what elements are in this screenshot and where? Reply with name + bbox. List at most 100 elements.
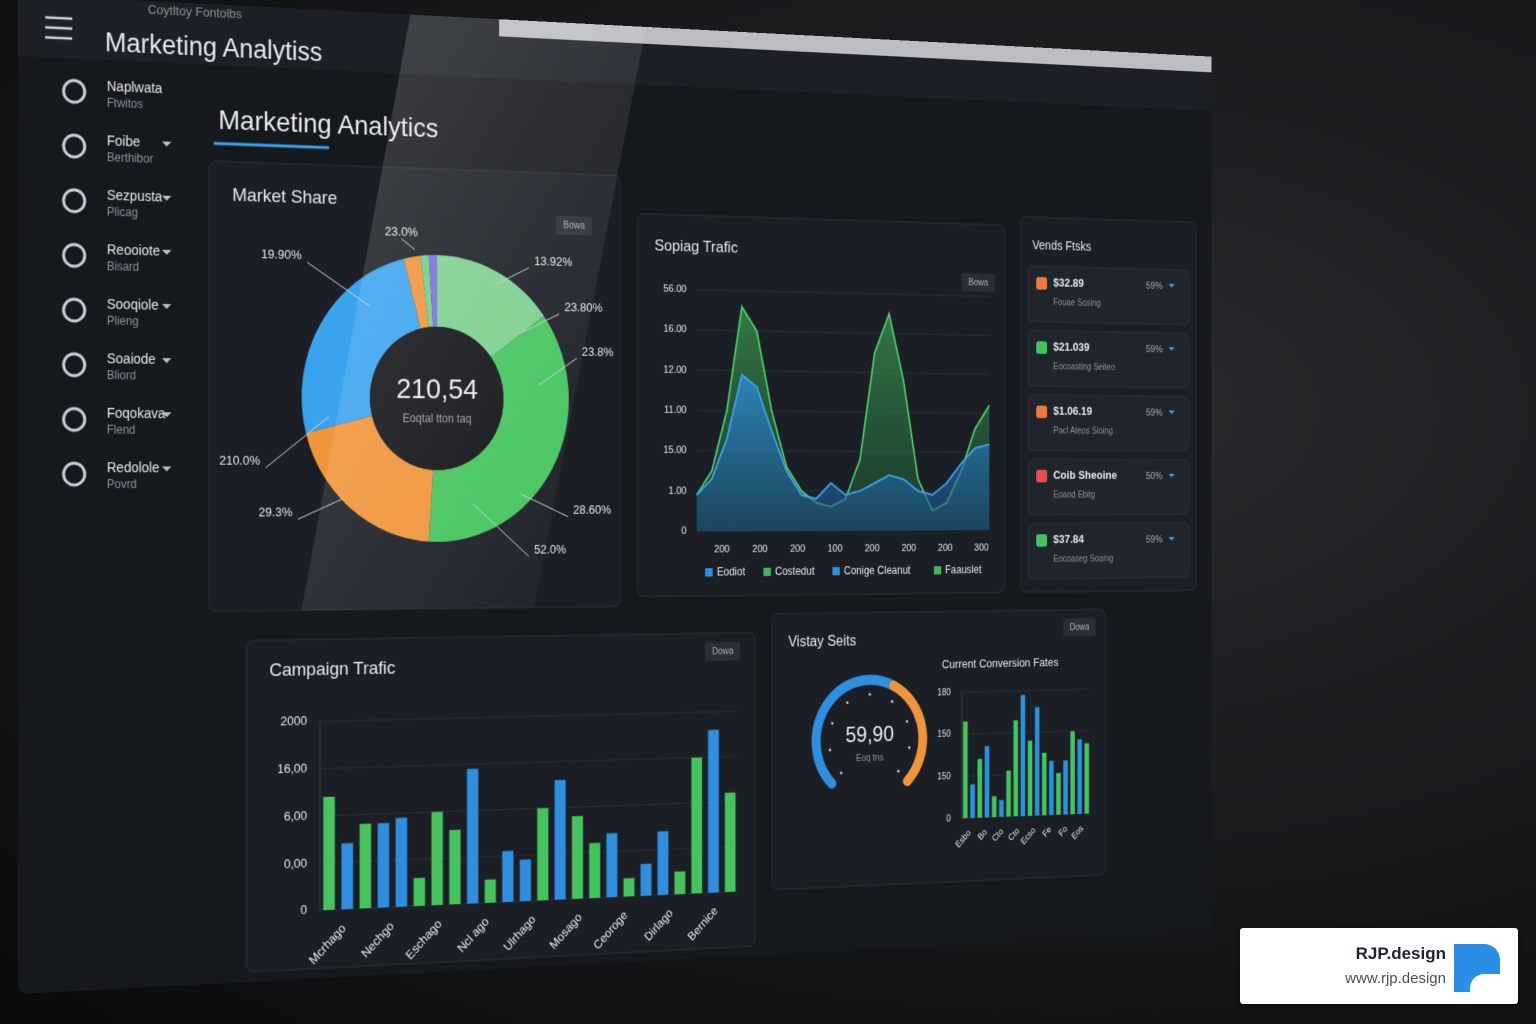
legend-item[interactable]: Conige Cleanut	[832, 564, 911, 578]
dashboard-screen: Coytltoy Fontolbs Marketing Analytiss Ma…	[18, 0, 1212, 994]
bar	[449, 829, 461, 905]
gauge-value: 59,90	[845, 723, 894, 748]
trend-amount: Coib Sheoine	[1053, 468, 1117, 482]
x-tick-label: 200	[938, 543, 953, 554]
x-tick-label: 200	[714, 544, 729, 555]
y-tick-label: 0,00	[284, 855, 307, 871]
sidebar-label: Foibe	[107, 132, 141, 149]
panel-button[interactable]: Dowa	[1063, 618, 1096, 637]
bar	[431, 811, 443, 906]
bar	[1006, 770, 1011, 817]
trend-amount: $21.039	[1053, 340, 1089, 354]
hamburger[interactable]	[45, 16, 73, 41]
bar	[691, 757, 703, 894]
panel-title: Sopiag Trafic	[655, 237, 738, 257]
panel-title: Vends Ftsks	[1032, 237, 1091, 253]
x-tick-label: 200	[790, 543, 805, 554]
y-tick-label: 0	[681, 525, 686, 536]
trend-desc: Pacl Ateos Sioing	[1053, 426, 1113, 436]
legend-item[interactable]: Faauslet	[933, 563, 982, 576]
area	[696, 374, 990, 532]
sidebar-label: Naplwata	[107, 77, 163, 95]
button-label: Bowa	[968, 278, 988, 289]
x-tick-label: 300	[974, 542, 988, 553]
bar	[537, 807, 549, 901]
menu-line	[45, 26, 73, 31]
trend-amount: $1.06.19	[1053, 404, 1092, 418]
bar	[963, 721, 968, 819]
bar	[674, 871, 686, 895]
legend-label: Faauslet	[945, 563, 982, 576]
logo-shape	[1454, 944, 1500, 992]
sidebar-sub: Plicag	[107, 205, 138, 220]
callout-label: 19.90%	[261, 247, 302, 263]
trend-amount: $32.89	[1053, 276, 1084, 290]
y-tick-label: 6,00	[284, 808, 307, 824]
trend-card	[1028, 330, 1188, 387]
y-tick-label: 56.00	[663, 283, 686, 295]
bar	[657, 831, 669, 896]
legend-item[interactable]: Eodiot	[705, 565, 746, 579]
sidebar-label: Reooiote	[107, 241, 161, 258]
panel-button[interactable]: Bowa	[961, 273, 995, 293]
y-tick-label: 2000	[281, 713, 308, 728]
sidebar-label: Sooqiole	[107, 295, 159, 312]
sidebar-sub: Bliord	[107, 368, 136, 382]
menu-line	[45, 16, 73, 21]
bar	[1013, 720, 1019, 817]
trend-pct: 50%	[1146, 471, 1163, 482]
sidebar-sub: Povrd	[107, 477, 137, 491]
trend-desc: Eocoaseg Soaing	[1053, 554, 1113, 564]
trend-icon	[1036, 276, 1048, 290]
sidebar-sub: Plieng	[107, 314, 139, 329]
bar	[359, 823, 372, 909]
legend-swatch	[705, 568, 713, 577]
x-tick-label: 100	[828, 543, 843, 554]
panel-button[interactable]: Dowa	[705, 641, 741, 662]
bar	[623, 877, 635, 897]
legend-item[interactable]: Costedut	[763, 565, 815, 578]
bar	[554, 779, 566, 900]
bar	[1049, 760, 1054, 816]
legend-swatch	[763, 567, 771, 577]
bar	[991, 796, 997, 818]
sidebar-item[interactable]: Sooqiole Plieng	[64, 295, 172, 329]
trend-desc: Fouae Sosing	[1053, 297, 1100, 308]
panel-title: Campaign Trafic	[269, 657, 395, 680]
trend-icon	[1036, 405, 1048, 419]
bar	[1042, 752, 1047, 816]
bar	[377, 822, 390, 908]
callout-label: 28.60%	[573, 503, 611, 517]
bar	[323, 796, 335, 911]
y-tick-label: 150	[937, 730, 951, 740]
trend-pct: 59%	[1146, 534, 1163, 545]
legend-swatch	[832, 567, 840, 576]
trend-icon	[1036, 534, 1048, 547]
y-tick-label: 11.00	[664, 404, 687, 416]
bar	[571, 815, 583, 900]
y-tick-label: 12.00	[663, 364, 686, 376]
y-tick-label: 16.00	[663, 324, 686, 336]
bar	[1084, 743, 1089, 814]
panel-title: Vistay Seits	[788, 634, 856, 651]
watermark: RJP.design www.rjp.design	[1240, 928, 1518, 1004]
bar	[724, 792, 736, 893]
y-tick-label: 16,00	[277, 761, 307, 777]
bar	[640, 863, 652, 896]
sidebar-item[interactable]: Redolole Povrd	[64, 459, 172, 492]
button-label: Dowa	[712, 646, 734, 657]
gauge-label: Eoq tns	[856, 753, 883, 764]
bar	[467, 768, 479, 904]
y-tick-label: 0	[946, 814, 951, 824]
callout-label: 23.8%	[582, 345, 614, 360]
sidebar-item[interactable]: Foqokava Flend	[64, 404, 172, 437]
legend-label: Eodiot	[717, 565, 746, 578]
trend-pct: 59%	[1146, 407, 1163, 418]
bar	[1020, 694, 1026, 817]
